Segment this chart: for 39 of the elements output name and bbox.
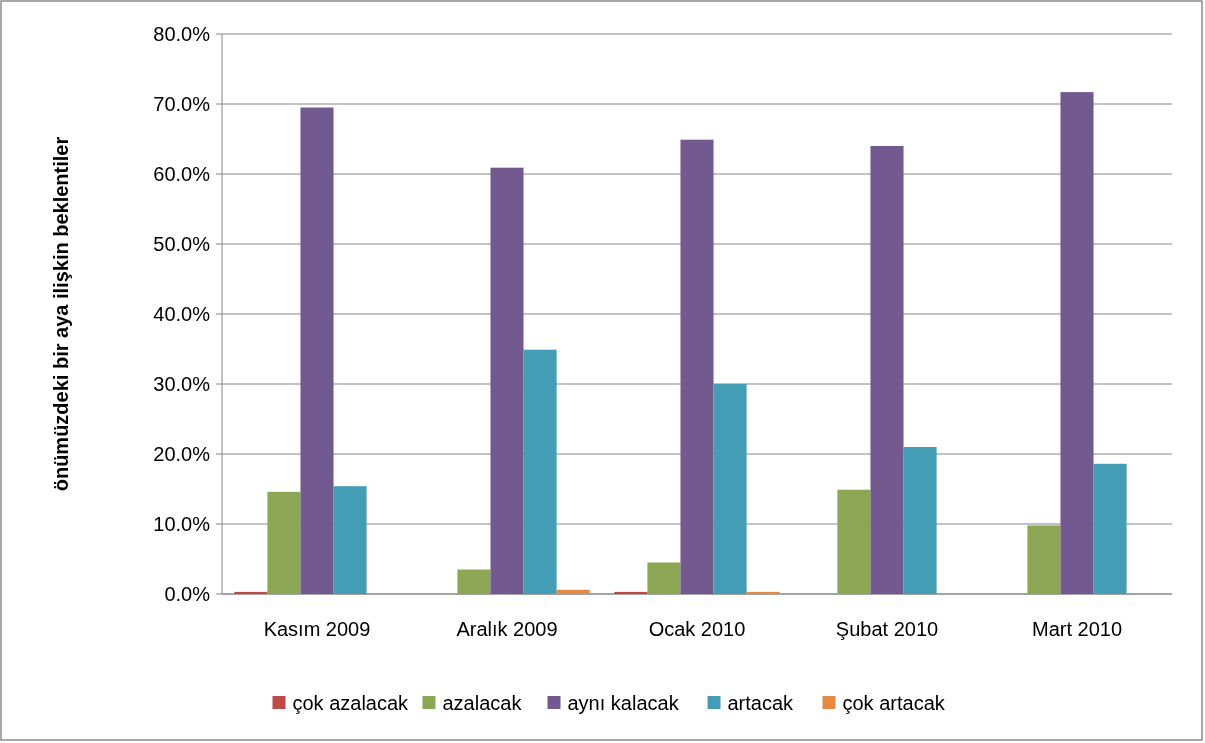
legend-label: çok azalacak — [292, 692, 410, 714]
bar — [333, 486, 367, 594]
y-tick-label: 0.0% — [164, 583, 211, 605]
bar — [1027, 525, 1061, 594]
y-tick-label: 20.0% — [153, 443, 211, 465]
y-tick-label: 80.0% — [153, 23, 211, 45]
y-tick-label: 30.0% — [153, 373, 211, 395]
bar — [300, 107, 334, 594]
legend-label: artacak — [727, 692, 795, 714]
bar — [1060, 92, 1094, 594]
y-tick-label: 70.0% — [153, 93, 211, 115]
bar — [837, 489, 871, 594]
bar — [1093, 463, 1127, 594]
bar — [903, 447, 937, 594]
bar — [680, 139, 714, 594]
bar — [556, 589, 590, 594]
x-tick-label: Mart 2010 — [1031, 618, 1123, 640]
bar — [647, 562, 681, 594]
bar — [713, 384, 747, 594]
y-tick-label: 40.0% — [153, 303, 211, 325]
x-tick-label: Ocak 2010 — [648, 618, 746, 640]
bar — [614, 591, 648, 594]
x-tick-label: Aralık 2009 — [456, 618, 558, 640]
bar — [870, 146, 904, 594]
bar — [457, 569, 491, 594]
legend-label: aynı kalacak — [567, 692, 680, 714]
y-axis-title: önümüzdeki bir aya ilişkin beklentiler — [50, 136, 72, 492]
y-tick-label: 60.0% — [153, 163, 211, 185]
x-tick-label: Şubat 2010 — [835, 618, 939, 640]
bar — [523, 349, 557, 594]
bar — [746, 591, 780, 594]
y-tick-label: 10.0% — [153, 513, 211, 535]
y-tick-label: 50.0% — [153, 233, 211, 255]
bar — [490, 167, 524, 594]
legend-label: çok artacak — [842, 692, 946, 714]
legend-label: azalacak — [442, 692, 523, 714]
x-tick-label: Kasım 2009 — [263, 618, 371, 640]
bar — [267, 491, 301, 594]
bar — [234, 591, 268, 594]
